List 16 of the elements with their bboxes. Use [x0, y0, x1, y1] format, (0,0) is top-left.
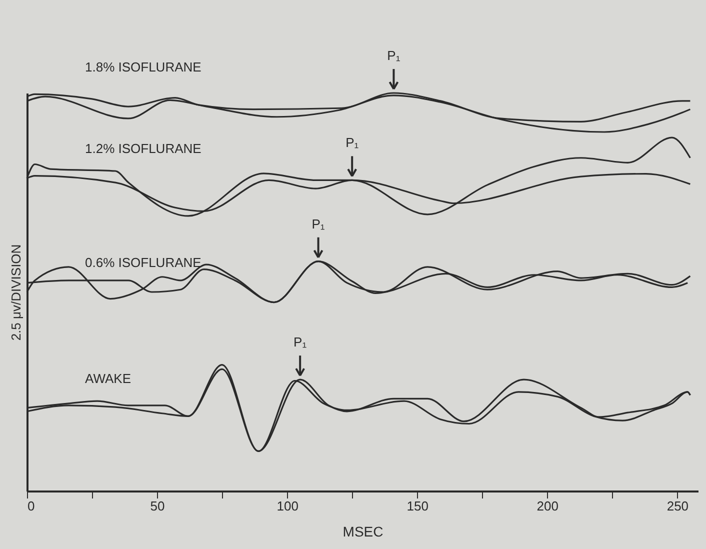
annotation: P₁	[387, 48, 401, 63]
annotation: P₁	[312, 216, 326, 232]
x-tick-label: 250	[666, 498, 689, 514]
series-label: 1.2% ISOFLURANE	[85, 141, 202, 156]
annotation: P₁	[294, 334, 308, 350]
annotation: P₁	[346, 135, 360, 150]
x-tick-label: 0	[28, 498, 35, 514]
x-tick-label: 200	[536, 498, 559, 514]
series-label: 1.8% ISOFLURANE	[85, 60, 202, 75]
x-axis-title: MSEC	[342, 524, 384, 540]
x-tick-label: 150	[406, 498, 428, 514]
series-label: AWAKE	[85, 370, 132, 386]
series-label: 0.6% ISOFLURANE	[85, 255, 202, 270]
y-axis-title: 2.5 μv/DIVISION	[8, 244, 24, 341]
x-tick-label: 100	[276, 498, 298, 514]
x-tick-label: 50	[150, 498, 165, 514]
